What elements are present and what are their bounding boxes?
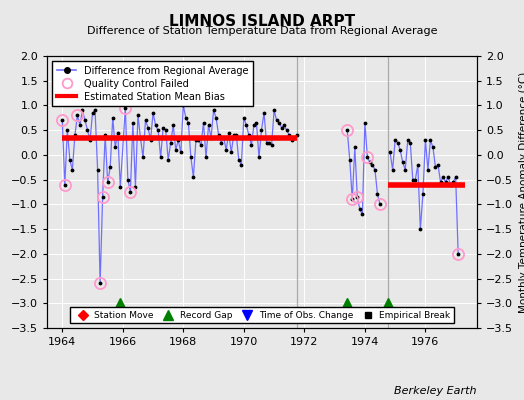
Text: Difference of Station Temperature Data from Regional Average: Difference of Station Temperature Data f…: [87, 26, 437, 36]
Text: Berkeley Earth: Berkeley Earth: [395, 386, 477, 396]
Y-axis label: Monthly Temperature Anomaly Difference (°C): Monthly Temperature Anomaly Difference (…: [519, 71, 524, 313]
Legend: Station Move, Record Gap, Time of Obs. Change, Empirical Break: Station Move, Record Gap, Time of Obs. C…: [70, 307, 454, 324]
Text: LIMNOS ISLAND ARPT: LIMNOS ISLAND ARPT: [169, 14, 355, 29]
